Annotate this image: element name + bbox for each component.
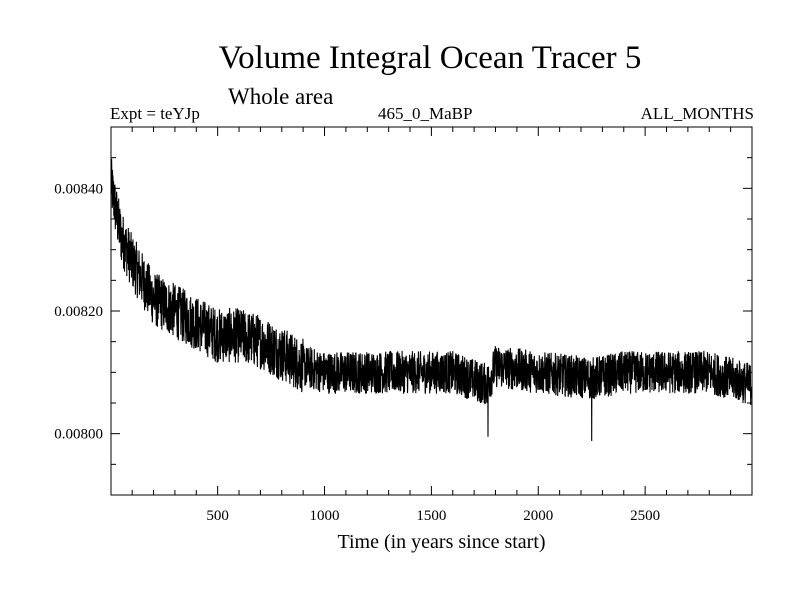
period-label: 465_0_MaBP <box>378 104 473 123</box>
y-tick-label: 0.00840 <box>54 181 103 197</box>
y-tick-label: 0.00800 <box>54 427 103 443</box>
chart-title: Volume Integral Ocean Tracer 5 <box>218 40 642 76</box>
experiment-label: Expt = teYJp <box>110 104 200 123</box>
y-tick-label: 0.00820 <box>54 304 103 320</box>
x-axis-label: Time (in years since start) <box>337 531 545 553</box>
x-tick-label: 1500 <box>416 508 446 524</box>
series-line <box>110 158 753 442</box>
chart-subtitle: Whole area <box>228 84 334 109</box>
x-tick-label: 2000 <box>523 508 553 524</box>
x-tick-label: 500 <box>206 508 229 524</box>
x-tick-label: 2500 <box>630 508 660 524</box>
months-label: ALL_MONTHS <box>640 104 754 123</box>
x-tick-label: 1000 <box>310 508 340 524</box>
plot-frame <box>110 126 753 496</box>
